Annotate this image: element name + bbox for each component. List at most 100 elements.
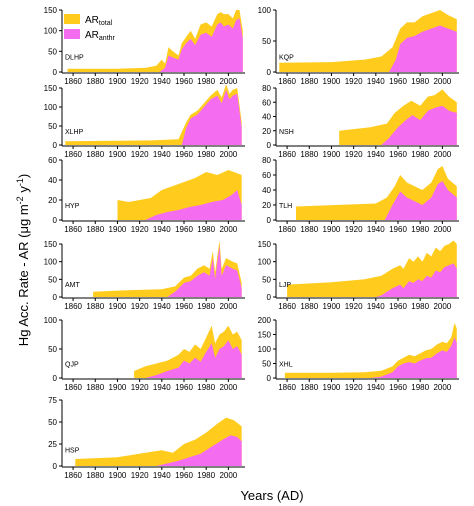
series-anthr-area	[384, 181, 457, 220]
x-tick-label: 2000	[219, 471, 237, 480]
x-tick-label: 1920	[131, 383, 149, 392]
x-tick-label: 1920	[131, 225, 149, 234]
x-tick-label: 1860	[278, 225, 296, 234]
y-tick-label: 50	[262, 360, 271, 369]
x-tick-label: 1880	[300, 383, 318, 392]
x-tick-label: 1960	[175, 150, 193, 159]
panel-tlh: 0 20 40 60 80 1860 1880 1900 1920 1940 1960 1980 200…	[262, 156, 459, 234]
x-tick-label: 2000	[433, 383, 451, 392]
y-tick-label: 20	[48, 196, 57, 205]
y-tick-label: 60	[262, 171, 271, 180]
y-tick-label: 40	[48, 176, 57, 185]
legend: ARtotal ARanthr	[64, 14, 116, 42]
x-tick-label: 1980	[411, 383, 429, 392]
x-tick-label: 1880	[300, 150, 318, 159]
y-tick-label: 40	[262, 113, 271, 122]
y-tick-label: 80	[262, 84, 271, 93]
panel-label: TLH	[279, 203, 292, 210]
panel-hyp: 0 20 40 60 1860 1880 1900 1920 1940 1960 1980 2000 H…	[48, 156, 245, 234]
y-tick-label: 100	[44, 103, 58, 112]
x-tick-label: 1960	[175, 471, 193, 480]
panel-nsh: 0 20 40 60 80 1860 1880 1900 1920 1940 1960 1980 200…	[262, 84, 459, 159]
x-tick-label: 1980	[197, 77, 215, 86]
x-tick-label: 2000	[433, 225, 451, 234]
y-tick-label: 50	[262, 275, 271, 284]
x-tick-label: 1940	[153, 77, 171, 86]
y-tick-label: 60	[262, 98, 271, 107]
y-tick-label: 150	[258, 240, 272, 249]
x-tick-label: 1900	[109, 302, 127, 311]
y-tick-label: 80	[262, 156, 271, 165]
y-tick-label: 100	[44, 27, 58, 36]
panel-label: NSH	[279, 129, 294, 136]
y-tick-label: 50	[48, 47, 57, 56]
panel-label: HYP	[65, 203, 80, 210]
y-tick-label: 0	[53, 141, 58, 150]
x-tick-label: 1920	[131, 302, 149, 311]
x-tick-label: 1860	[278, 77, 296, 86]
y-tick-label: 200	[258, 316, 272, 325]
panel-label: LJP	[279, 282, 291, 289]
y-tick-label: 0	[267, 374, 272, 383]
x-tick-label: 1920	[345, 150, 363, 159]
y-tick-label: 50	[48, 122, 57, 131]
x-tick-label: 1880	[86, 471, 104, 480]
x-tick-label: 2000	[219, 383, 237, 392]
x-tick-label: 1980	[197, 383, 215, 392]
y-tick-label: 100	[258, 258, 272, 267]
x-tick-label: 1920	[131, 471, 149, 480]
panel-label: XLHP	[65, 129, 84, 136]
y-tick-label: 60	[48, 156, 57, 165]
x-tick-label: 1980	[411, 77, 429, 86]
x-tick-label: 1900	[109, 383, 127, 392]
panel-label: HSP	[65, 448, 80, 455]
x-tick-label: 1980	[411, 150, 429, 159]
x-tick-label: 1960	[175, 77, 193, 86]
x-tick-label: 1960	[175, 302, 193, 311]
x-tick-label: 1880	[86, 77, 104, 86]
y-tick-label: 100	[258, 6, 272, 15]
x-tick-label: 1880	[86, 302, 104, 311]
panel-label: DLHP	[65, 55, 84, 62]
x-tick-label: 2000	[219, 150, 237, 159]
series-anthr-area	[370, 337, 457, 378]
y-tick-label: 150	[44, 6, 58, 15]
series-anthr-area	[156, 435, 242, 466]
series-anthr-area	[167, 245, 242, 297]
y-tick-label: 50	[262, 37, 271, 46]
x-tick-label: 1880	[300, 302, 318, 311]
x-tick-label: 1900	[323, 383, 341, 392]
x-tick-label: 1920	[131, 77, 149, 86]
y-tick-label: 150	[44, 240, 58, 249]
x-tick-label: 1980	[197, 471, 215, 480]
panel-ljp: 0 50 100 150 1860 1880 1900 1920 1940 1960 1980 200…	[258, 240, 459, 311]
x-tick-label: 2000	[433, 150, 451, 159]
panel-qjp: 0 50 100 1860 1880 1900 1920 1940 1960 1980 2000 QJ…	[44, 316, 245, 392]
y-tick-label: 0	[267, 293, 272, 302]
y-tick-label: 50	[48, 345, 57, 354]
y-tick-label: 0	[53, 293, 58, 302]
x-tick-label: 1940	[153, 302, 171, 311]
y-tick-label: 100	[44, 316, 58, 325]
x-tick-label: 1880	[86, 383, 104, 392]
x-tick-label: 1860	[64, 150, 82, 159]
legend-label-total: ARtotal	[85, 15, 113, 27]
panel-label: QJP	[65, 362, 79, 369]
x-tick-label: 1940	[153, 225, 171, 234]
x-tick-label: 2000	[433, 77, 451, 86]
y-tick-label: 0	[267, 141, 272, 150]
y-tick-label: 25	[48, 440, 57, 449]
x-tick-label: 1920	[345, 225, 363, 234]
x-tick-label: 1940	[367, 150, 385, 159]
x-tick-label: 1940	[367, 77, 385, 86]
x-axis-label: Years (AD)	[240, 488, 303, 503]
panel-kqp: 0 50 100 1860 1880 1900 1920 1940 1960 1980 2000 KQ…	[258, 6, 459, 86]
y-tick-label: 20	[262, 201, 271, 210]
x-tick-label: 1920	[131, 150, 149, 159]
panel-dlhp: 0 50 100 150 1860 1880 1900 1920 1940 1960 1980 200…	[44, 6, 245, 86]
y-tick-label: 100	[44, 258, 58, 267]
x-tick-label: 1900	[109, 225, 127, 234]
x-tick-label: 1980	[411, 302, 429, 311]
